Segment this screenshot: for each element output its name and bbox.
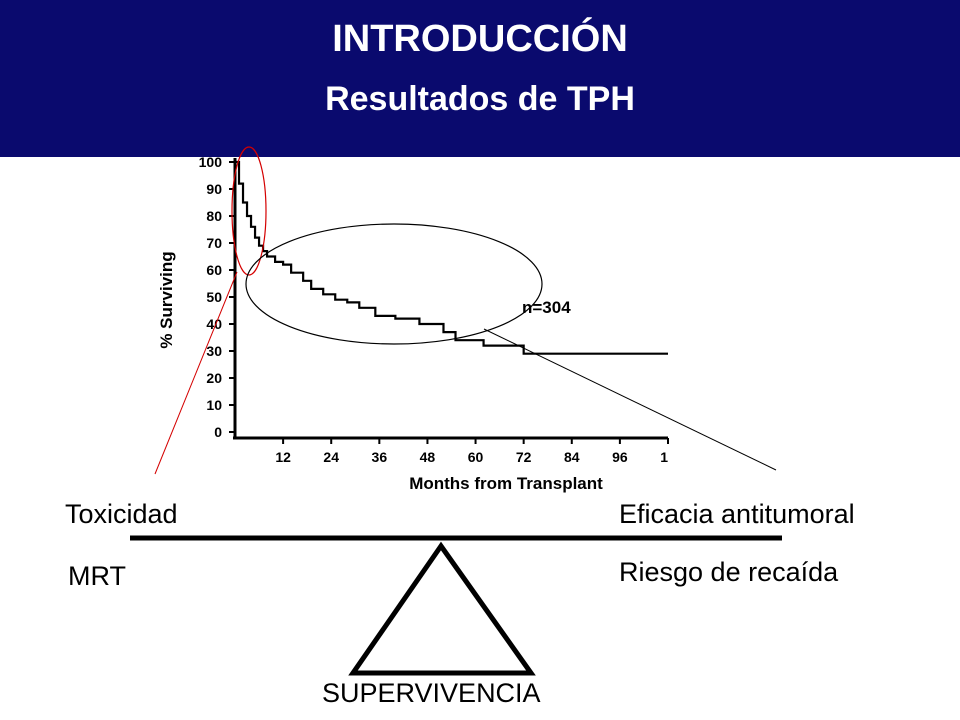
y-tick-label: 0	[214, 424, 222, 440]
y-tick-label: 60	[206, 262, 222, 278]
x-tick-label: 84	[564, 449, 580, 465]
mrt-label: MRT	[68, 561, 126, 591]
x-tick-label: 96	[612, 449, 628, 465]
x-axis-label: Months from Transplant	[409, 474, 603, 493]
y-axis-label-group: % Surviving	[157, 251, 176, 348]
chart-overlays	[130, 146, 782, 676]
page-title: INTRODUCCIÓN	[332, 18, 628, 60]
toxicity-connector-line	[154, 271, 238, 475]
y-tick-label: 20	[206, 370, 222, 386]
y-tick-label: 40	[206, 316, 222, 332]
eficacia-label: Eficacia antitumoral	[619, 499, 855, 529]
chart-ticks: 0102030405060708090100122436486072849610	[199, 154, 676, 465]
x-tick-label: 48	[420, 449, 436, 465]
title-banner: INTRODUCCIÓN Resultados de TPH	[0, 0, 960, 159]
chart-series	[235, 160, 668, 355]
x-tick-label: 12	[275, 449, 291, 465]
y-tick-label: 80	[206, 208, 222, 224]
y-tick-label: 30	[206, 343, 222, 359]
y-tick-label: 70	[206, 235, 222, 251]
x-tick-label: 72	[516, 449, 532, 465]
toxicidad-label: Toxicidad	[65, 499, 178, 529]
balance-fulcrum-triangle	[348, 541, 536, 676]
page-subtitle: Resultados de TPH	[325, 80, 635, 118]
chart-axes	[233, 158, 668, 440]
y-tick-label: 10	[206, 397, 222, 413]
y-tick-label: 50	[206, 289, 222, 305]
x-tick-label: 36	[372, 449, 388, 465]
y-axis-label: % Surviving	[157, 251, 176, 348]
survival-curve	[235, 160, 668, 355]
efficacy-connector-line	[483, 328, 777, 471]
riesgo-label: Riesgo de recaída	[619, 557, 839, 587]
x-axis-mask	[668, 446, 688, 470]
toxicity-highlight-ellipse	[231, 146, 267, 276]
x-tick-label: 60	[468, 449, 484, 465]
x-tick-label: 24	[323, 449, 339, 465]
efficacy-highlight-ellipse	[245, 223, 543, 345]
y-tick-label: 90	[206, 181, 222, 197]
y-tick-label: 100	[199, 154, 223, 170]
supervivencia-label: SUPERVIVENCIA	[322, 678, 541, 708]
